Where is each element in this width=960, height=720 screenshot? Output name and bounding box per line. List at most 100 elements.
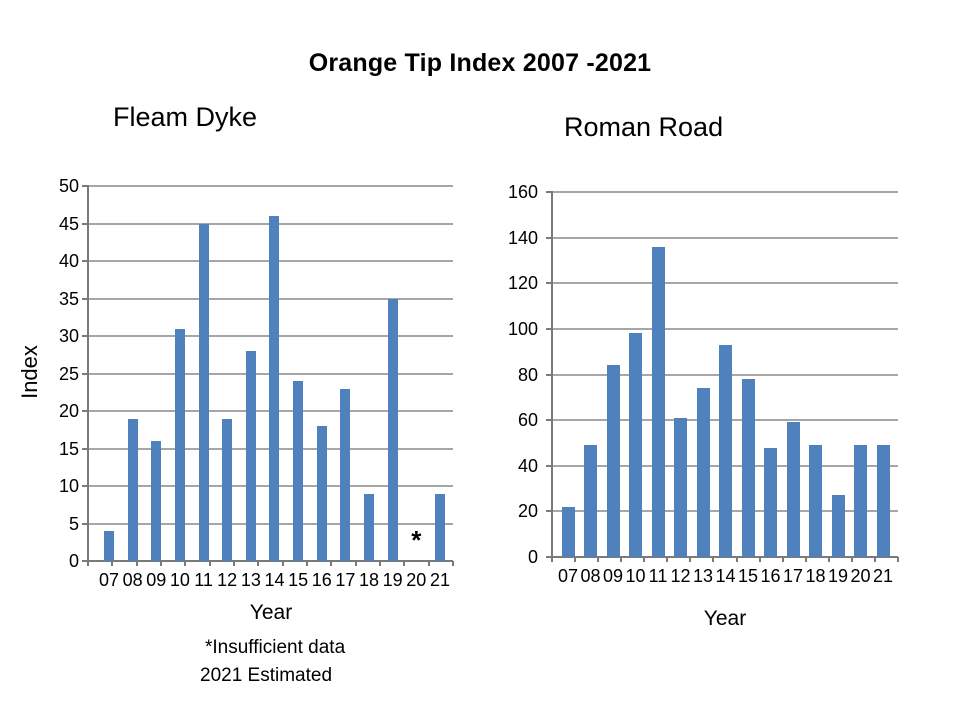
x-axis-tick	[850, 557, 853, 562]
y-axis-tick	[82, 522, 88, 525]
x-axis-line	[87, 560, 453, 562]
x-axis-tick	[452, 561, 454, 566]
y-axis-line	[87, 185, 89, 562]
x-axis-tick	[804, 557, 807, 562]
y-tick-label: 50	[58, 176, 79, 196]
y-axis-tick	[546, 419, 552, 422]
chart-title-roman-road: Roman Road	[564, 112, 724, 142]
x-tick-label: 21	[872, 566, 894, 586]
bar-10	[174, 328, 185, 561]
x-axis-tick	[184, 561, 187, 566]
x-axis-tick	[306, 561, 308, 566]
x-tick-label: 10	[625, 566, 646, 586]
x-tick-label: 16	[760, 566, 781, 586]
x-tick-label: 15	[288, 570, 309, 590]
y-axis-tick	[546, 373, 552, 376]
x-tick-label: 14	[264, 570, 285, 590]
x-axis-line	[551, 556, 898, 558]
x-tick-label: 12	[670, 566, 691, 586]
x-tick-label: 13	[240, 570, 261, 590]
y-axis-tick	[82, 485, 88, 487]
x-tick-label: 12	[217, 570, 238, 590]
y-axis-tick	[82, 335, 88, 337]
x-tick-label: 19	[382, 570, 403, 590]
x-axis-tick	[689, 557, 692, 562]
x-axis-tick	[135, 561, 138, 566]
bar-16	[316, 426, 327, 561]
y-tick-label: 80	[517, 364, 538, 385]
x-axis-tick	[281, 561, 284, 566]
chart-title-fleam-dyke: Fleam Dyke	[113, 102, 258, 132]
x-axis-tick	[620, 557, 623, 562]
y-tick-label: 160	[507, 182, 538, 202]
y-axis-tick	[82, 222, 88, 225]
bar-10	[629, 333, 642, 557]
x-axis-tick	[403, 561, 406, 566]
y-tick-label: 35	[58, 288, 79, 309]
bar-21	[434, 493, 445, 561]
gridline	[88, 185, 453, 187]
bar-07	[104, 531, 114, 561]
y-axis-tick	[546, 327, 552, 330]
footnote: *Insufficient data 2021 Estimated	[200, 634, 345, 690]
y-tick-label: 140	[507, 227, 538, 248]
x-axis-tick	[160, 561, 162, 566]
x-tick-label: 07	[98, 570, 120, 590]
x-tick-label: 13	[692, 566, 714, 586]
x-tick-label: 08	[580, 566, 601, 586]
y-axis-tick	[82, 260, 88, 262]
x-tick-label: 20	[406, 570, 427, 590]
x-axis-tick	[827, 557, 830, 562]
y-tick-label: 20	[517, 501, 538, 522]
y-axis-tick	[82, 372, 88, 375]
x-axis-tick	[712, 557, 715, 562]
x-axis-tick	[897, 557, 899, 562]
x-axis-tick	[111, 561, 114, 566]
x-tick-label: 21	[429, 570, 450, 590]
bar-16	[764, 447, 777, 557]
x-tick-label: 16	[311, 570, 332, 590]
y-axis-tick	[82, 560, 88, 562]
bar-09	[151, 441, 162, 561]
bar-21	[876, 445, 890, 557]
y-axis-line	[551, 191, 553, 558]
bar-15	[293, 381, 304, 561]
y-tick-label: 100	[507, 318, 538, 339]
x-axis-title-year-left: Year	[249, 601, 293, 624]
bar-17	[786, 422, 800, 557]
x-tick-label: 18	[359, 570, 380, 590]
x-tick-label: 09	[146, 570, 167, 590]
y-axis-tick	[82, 185, 88, 187]
x-axis-title-year-right: Year	[703, 607, 747, 630]
y-tick-label: 40	[517, 455, 538, 476]
x-axis-tick	[354, 561, 357, 566]
x-tick-label: 07	[557, 566, 579, 586]
roman-road-plot-area: 0 20 40 60 80 100 120 140 160 07 08 09 10 11 12 13 14 15 1…	[508, 182, 899, 586]
x-axis-tick	[208, 561, 211, 566]
gridline	[552, 236, 898, 239]
x-axis-tick	[597, 557, 600, 562]
x-axis-tick	[87, 561, 89, 566]
bar-19	[831, 495, 845, 557]
y-tick-label: 25	[58, 363, 79, 384]
x-axis-tick	[873, 557, 876, 562]
x-tick-label: 20	[850, 566, 871, 586]
y-tick-label: 40	[58, 251, 79, 271]
x-axis-tick	[574, 557, 577, 562]
x-tick-label: 08	[122, 570, 143, 590]
y-axis-tick	[82, 410, 88, 412]
y-axis-tick	[546, 282, 552, 285]
y-tick-label: 120	[507, 273, 538, 294]
x-tick-label: 11	[648, 566, 668, 586]
x-axis-tick	[735, 557, 738, 562]
fleam-dyke-plot-area: 0 5 10 15 20 25 30 35 40 45 50 07 08 09 10 11 12 13 14 15 16…	[59, 176, 454, 590]
x-axis-tick	[330, 561, 333, 566]
bar-08	[127, 418, 138, 561]
y-tick-label: 20	[58, 401, 79, 421]
x-tick-label: 10	[169, 570, 190, 590]
bar-09	[606, 365, 620, 557]
bar-12	[222, 418, 233, 561]
y-axis-tick	[546, 236, 552, 239]
bar-17	[340, 388, 351, 561]
y-axis-tick	[82, 447, 88, 450]
